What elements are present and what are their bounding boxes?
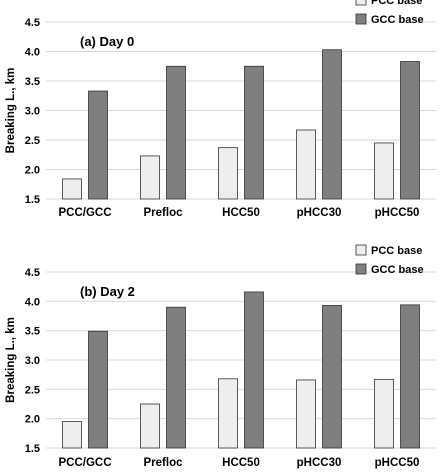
chart2-y-tick-label: 4.0 (25, 296, 40, 308)
chart1-x-tick-label: PCC/GCC (58, 207, 111, 219)
chart2-bar-gcc (400, 304, 420, 449)
chart2-legend-swatch-pcc (355, 244, 367, 256)
chart2-bar-pcc (218, 378, 238, 449)
chart1-y-tick-label: 3.5 (25, 76, 40, 88)
chart1-bar-gcc (88, 90, 108, 200)
chart2-title: (b) Day 2 (80, 284, 135, 299)
chart2-bar-gcc (88, 330, 108, 449)
chart1-x-tick-label: Prefloc (144, 207, 184, 219)
chart2-legend-swatch-gcc (355, 263, 367, 275)
chart1-bar-gcc (400, 61, 420, 200)
chart2-y-tick-label: 3.0 (25, 355, 40, 367)
chart1-bar-gcc (244, 65, 264, 200)
chart2-y-tick-label: 1.5 (25, 443, 40, 455)
chart2-y-tick-label: 2.5 (25, 384, 40, 396)
chart2-x-tick-label: Prefloc (144, 457, 184, 469)
chart2-bar-pcc (296, 379, 316, 449)
chart1-y-tick-label: 3.0 (25, 106, 40, 118)
chart1-y-tick-label: 4.0 (25, 47, 40, 59)
chart1-y-axis-label: Breaking L., km (5, 68, 17, 154)
chart1-y-tick-label: 4.5 (25, 17, 40, 29)
chart1-bar-pcc (218, 147, 238, 200)
chart1-legend-label: GCC base (371, 14, 424, 26)
chart1-bar-pcc (296, 129, 316, 200)
chart2-x-tick-label: HCC50 (222, 457, 260, 469)
chart1-title: (a) Day 0 (80, 34, 134, 49)
chart1-bar-pcc (62, 178, 82, 200)
chart2-y-tick-label: 3.5 (25, 326, 40, 338)
chart2-x-tick-label: pHCC50 (375, 457, 420, 469)
chart1-y-tick-label: 2.0 (25, 165, 40, 177)
chart1-x-tick-label: pHCC30 (297, 207, 342, 219)
chart2-y-tick-label: 4.5 (25, 267, 40, 279)
chart2-bar-pcc (62, 421, 82, 449)
chart2-bar-gcc (322, 305, 342, 449)
chart1-legend-swatch-gcc (355, 13, 367, 25)
chart2-x-tick-label: pHCC30 (297, 457, 342, 469)
chart2-legend-label: PCC base (371, 245, 422, 257)
chart2-bar-gcc (166, 306, 186, 449)
chart2-y-axis-label: Breaking L., km (5, 317, 17, 403)
chart1-bar-gcc (166, 65, 186, 200)
chart2-bar-gcc (244, 291, 264, 449)
chart1-y-tick-label: 2.5 (25, 135, 40, 147)
chart2-x-tick-label: PCC/GCC (58, 457, 111, 469)
chart1-x-tick-label: pHCC50 (375, 207, 420, 219)
chart2-legend-label: GCC base (371, 264, 424, 276)
chart1-bar-pcc (140, 155, 160, 200)
chart1-legend-swatch-pcc (355, 0, 367, 6)
chart2-bar-pcc (140, 403, 160, 449)
chart1-x-tick-label: HCC50 (222, 207, 260, 219)
chart2-bar-pcc (374, 378, 394, 449)
chart1-y-tick-label: 1.5 (25, 194, 40, 206)
chart1-bar-pcc (374, 142, 394, 200)
chart2-y-tick-label: 2.0 (25, 414, 40, 426)
chart1-legend-label: PCC base (371, 0, 422, 7)
chart1-bar-gcc (322, 49, 342, 200)
